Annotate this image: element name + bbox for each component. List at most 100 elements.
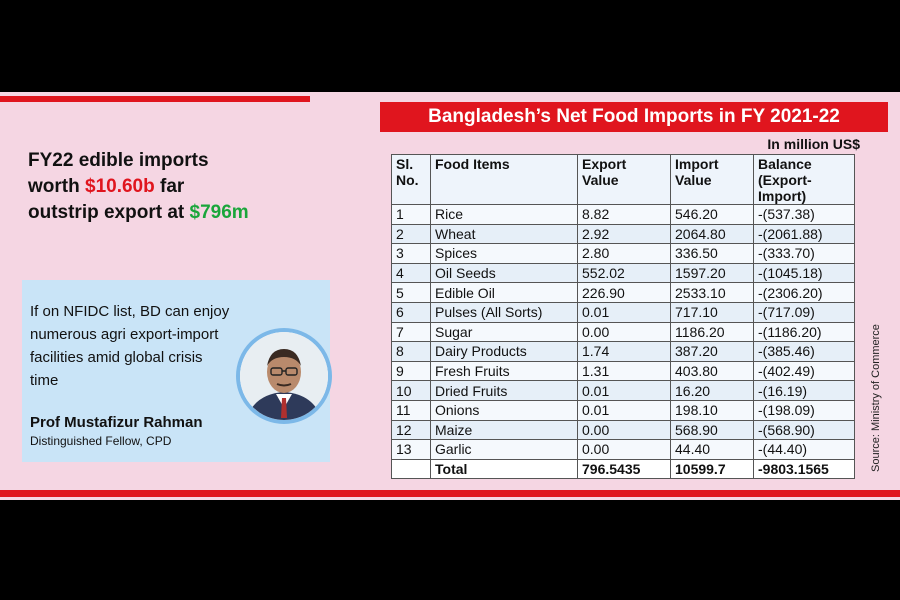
table-cell: 1186.20 (670, 321, 754, 343)
table-cell: 2.80 (577, 243, 671, 264)
export-value-highlight: $796m (189, 202, 249, 223)
table-cell: -(2306.20) (753, 282, 855, 303)
table-cell: 44.40 (670, 439, 754, 460)
portrait-photo (236, 328, 332, 424)
infographic-title: Bangladesh’s Net Food Imports in FY 2021… (380, 102, 888, 132)
table-cell: 0.00 (577, 321, 671, 343)
table-cell: 1.74 (577, 341, 671, 362)
table-row: 13 Garlic 0.00 44.40 -(44.40) (391, 439, 855, 460)
table-cell: 0.01 (577, 301, 671, 323)
table-cell: 7 (391, 321, 431, 343)
column-header: Sl. No. (391, 154, 431, 205)
source-note: Source: Ministry of Commerce (870, 324, 882, 472)
column-header: Food Items (430, 154, 578, 205)
headline-prefix-2: outstrip export at (28, 202, 190, 223)
table-row: 11 Onions 0.01 198.10 -(198.09) (391, 399, 855, 421)
total-cell: Total (430, 458, 578, 480)
table-cell: 2533.10 (670, 282, 754, 303)
table-row: 3 Spices 2.80 336.50 -(333.70) (391, 243, 855, 264)
table-cell: 9 (391, 360, 431, 382)
table-cell: Oil Seeds (430, 262, 578, 284)
person-portrait-icon (240, 332, 328, 420)
table-cell: 12 (391, 419, 431, 441)
table-cell: 198.10 (670, 399, 754, 421)
red-accent-line (0, 96, 310, 102)
headline-line-3: outstrip export at $796m (28, 200, 328, 226)
table-cell: -(385.46) (753, 341, 855, 362)
column-header: Import Value (670, 154, 754, 205)
table-cell: 11 (391, 399, 431, 421)
table-cell: 568.90 (670, 419, 754, 441)
table-cell: Pulses (All Sorts) (430, 301, 578, 323)
table-cell: 546.20 (670, 204, 754, 225)
table-cell: Fresh Fruits (430, 360, 578, 382)
headline: FY22 edible imports worth $10.60b far ou… (28, 148, 328, 226)
person-name: Prof Mustafizur Rahman (30, 414, 203, 431)
total-cell: 796.5435 (577, 458, 671, 480)
table-cell: 10 (391, 380, 431, 401)
table-cell: Maize (430, 419, 578, 441)
table-cell: 2064.80 (670, 223, 754, 245)
table-row: 9 Fresh Fruits 1.31 403.80 -(402.49) (391, 360, 855, 382)
table-row: 5 Edible Oil 226.90 2533.10 -(2306.20) (391, 282, 855, 303)
table-cell: -(333.70) (753, 243, 855, 264)
table-row: 2 Wheat 2.92 2064.80 -(2061.88) (391, 223, 855, 245)
food-imports-table: Sl. No. Food Items Export Value Import V… (391, 154, 855, 480)
table-cell: -(44.40) (753, 439, 855, 460)
total-cell: -9803.1565 (753, 458, 855, 480)
table-cell: 4 (391, 262, 431, 284)
table-cell: 1.31 (577, 360, 671, 382)
table-cell: Onions (430, 399, 578, 421)
table-cell: Dairy Products (430, 341, 578, 362)
table-cell: Rice (430, 204, 578, 225)
table-cell: -(198.09) (753, 399, 855, 421)
table-cell: 6 (391, 301, 431, 323)
table-cell: Garlic (430, 439, 578, 460)
table-cell: 226.90 (577, 282, 671, 303)
table-cell: 552.02 (577, 262, 671, 284)
table-cell: 13 (391, 439, 431, 460)
table-cell: 0.01 (577, 380, 671, 401)
table-cell: 2 (391, 223, 431, 245)
table-header-row: Sl. No. Food Items Export Value Import V… (391, 154, 855, 205)
table-cell: 403.80 (670, 360, 754, 382)
table-cell: 387.20 (670, 341, 754, 362)
table-row: 6 Pulses (All Sorts) 0.01 717.10 -(717.09) (391, 301, 855, 323)
column-header: Export Value (577, 154, 671, 205)
headline-suffix: far (154, 176, 185, 197)
quote-box: If on NFIDC list, BD can enjoy numerous … (22, 280, 332, 462)
table-row: 1 Rice 8.82 546.20 -(537.38) (391, 204, 855, 225)
table-cell: 0.00 (577, 439, 671, 460)
table-cell: Wheat (430, 223, 578, 245)
table-cell: 1597.20 (670, 262, 754, 284)
table-row: 8 Dairy Products 1.74 387.20 -(385.46) (391, 341, 855, 362)
table-cell: -(568.90) (753, 419, 855, 441)
table-cell: Sugar (430, 321, 578, 343)
table-cell: 0.01 (577, 399, 671, 421)
infographic-panel: Bangladesh’s Net Food Imports in FY 2021… (0, 92, 900, 500)
table-cell: 1 (391, 204, 431, 225)
table-row: 7 Sugar 0.00 1186.20 -(1186.20) (391, 321, 855, 343)
table-cell: -(1186.20) (753, 321, 855, 343)
table-row: 12 Maize 0.00 568.90 -(568.90) (391, 419, 855, 441)
table-cell: 8 (391, 341, 431, 362)
red-bottom-bar (0, 490, 900, 497)
table-cell: 717.10 (670, 301, 754, 323)
table-cell: 2.92 (577, 223, 671, 245)
table-cell: -(402.49) (753, 360, 855, 382)
table-cell: -(1045.18) (753, 262, 855, 284)
headline-line-1: FY22 edible imports (28, 150, 209, 171)
quote-text: If on NFIDC list, BD can enjoy numerous … (30, 303, 230, 389)
table-total-row: Total 796.5435 10599.7 -9803.1565 (391, 458, 855, 480)
table-cell: -(717.09) (753, 301, 855, 323)
unit-label: In million US$ (767, 136, 860, 152)
table-cell: 0.00 (577, 419, 671, 441)
total-cell: 10599.7 (670, 458, 754, 480)
table-row: 10 Dried Fruits 0.01 16.20 -(16.19) (391, 380, 855, 401)
table-cell: Dried Fruits (430, 380, 578, 401)
table-cell: 336.50 (670, 243, 754, 264)
table-cell: 8.82 (577, 204, 671, 225)
table-cell: 16.20 (670, 380, 754, 401)
headline-prefix: worth (28, 176, 85, 197)
table-body: 1 Rice 8.82 546.20 -(537.38) 2 Wheat 2.92 2064.8… (391, 204, 855, 480)
